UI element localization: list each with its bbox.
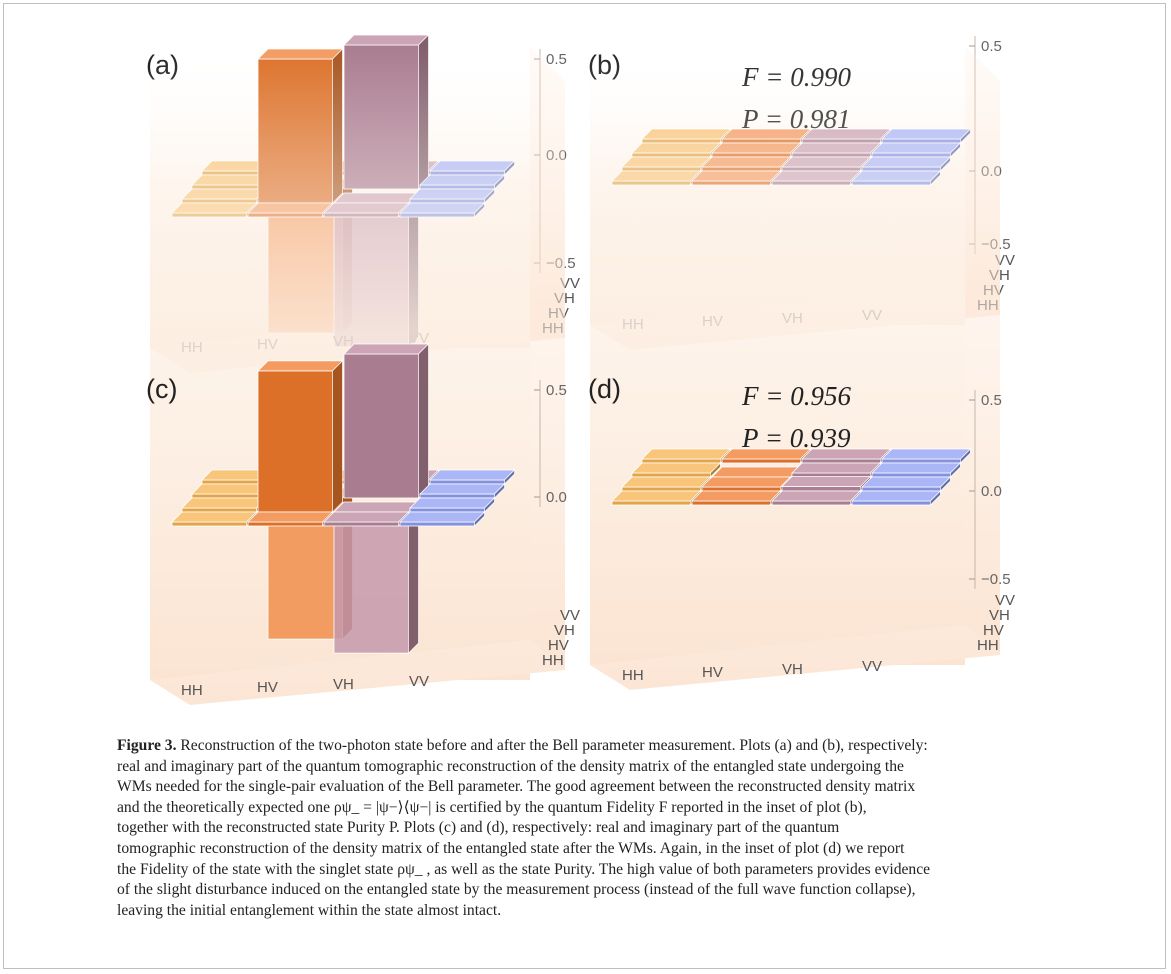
x-axis-label: HV	[257, 679, 278, 696]
figure-3-plots: 0.50.0−0.5HHHVVHVVVVVHHVHH(a)0.50.0−0.5H…	[146, 34, 1015, 705]
matrix-bar-HH-VH	[771, 490, 862, 506]
caption-line: together with the reconstructed state Pu…	[117, 819, 840, 837]
depth-axis-label: VV	[995, 252, 1015, 269]
depth-axis-label: VV	[560, 275, 580, 292]
matrix-bar-HV-VV	[409, 497, 496, 513]
floor-plane	[150, 640, 565, 705]
z-tick-label: 0.5	[546, 51, 567, 68]
matrix-bar-VV-VV	[429, 469, 516, 485]
matrix-bar-VH-VH	[343, 343, 430, 499]
matrix-bar-HV-VH	[781, 475, 872, 492]
matrix-bar-HH-HV	[247, 511, 334, 527]
caption-heading: Figure 3.	[117, 737, 177, 754]
matrix-bar-HV-HH	[181, 497, 268, 513]
matrix-bar-VH-VV	[871, 462, 962, 478]
depth-axis-label: HH	[542, 652, 564, 669]
matrix-bar-VH-HH	[631, 462, 722, 478]
depth-axis-label: VV	[560, 607, 580, 624]
caption-line: and the theoretically expected one ρψ_ =…	[117, 798, 867, 816]
z-tick-label: 0.0	[546, 489, 567, 506]
depth-axis-label: HV	[548, 637, 569, 654]
matrix-bar-VV-HH	[641, 448, 732, 464]
x-axis-label: VV	[862, 658, 882, 675]
caption-line: of the slight disturbance induced on the…	[117, 881, 916, 899]
x-axis-label: VH	[333, 676, 354, 693]
x-axis-label: HH	[181, 682, 203, 699]
panel-label: (d)	[588, 374, 621, 404]
caption-line: the Fidelity of the state with the singl…	[117, 860, 931, 878]
x-axis-label: HH	[622, 667, 644, 684]
figure-caption: Figure 3. Reconstruction of the two-phot…	[117, 736, 1052, 921]
caption-line: real and imaginary part of the quantum t…	[117, 757, 904, 775]
z-tick-label: 0.5	[981, 392, 1002, 409]
floor-plane	[590, 625, 1000, 690]
matrix-bar-HV-VH	[333, 501, 420, 654]
side-wall	[530, 45, 565, 670]
fidelity-value: F = 0.956	[741, 381, 851, 411]
matrix-bar-HV-HH	[621, 476, 712, 492]
caption-line: Figure 3. Reconstruction of the two-phot…	[117, 736, 1052, 757]
side-wall	[965, 45, 1000, 655]
matrix-bar-VV-VV	[881, 448, 972, 464]
caption-line: WMs needed for the single-pair evaluatio…	[117, 778, 916, 796]
panel-label: (c)	[146, 374, 177, 404]
caption-line: tomographic reconstruction of the densit…	[117, 839, 905, 857]
matrix-bar-HH-VV	[399, 511, 486, 527]
x-axis-label: VH	[782, 661, 803, 678]
depth-axis-label: HH	[977, 637, 999, 654]
matrix-bar-HH-VH	[323, 511, 410, 527]
matrix-bar-HV-VV	[861, 476, 952, 492]
depth-axis-label: VH	[554, 622, 575, 639]
matrix-bar-HV-HV	[257, 360, 344, 513]
matrix-bar-VH-VH	[791, 462, 882, 478]
x-axis-label: VV	[409, 673, 429, 690]
depth-axis-label: VH	[989, 607, 1010, 624]
depth-axis-label: HV	[983, 622, 1004, 639]
z-tick-label: 0.5	[546, 382, 567, 399]
matrix-bar-HV-HV	[701, 476, 792, 492]
matrix-bar-HH-HH	[171, 511, 258, 527]
z-tick-label: 0.0	[981, 483, 1002, 500]
caption-text: Reconstruction of the two-photon state b…	[176, 737, 928, 754]
x-axis-label: HV	[702, 664, 723, 681]
depth-axis-label: VV	[995, 592, 1015, 609]
caption-line: leaving the initial entanglement within …	[117, 901, 502, 919]
matrix-bar-HH-VV	[851, 490, 942, 506]
purity-value: P = 0.939	[741, 423, 851, 453]
back-wall	[590, 45, 965, 665]
matrix-bar-HH-HH	[611, 490, 702, 506]
matrix-bar-VH-VV	[419, 483, 506, 499]
z-tick-label: 0.5	[981, 38, 1002, 55]
matrix-bar-HH-HV	[691, 490, 782, 506]
z-tick-label: −0.5	[981, 571, 1011, 588]
